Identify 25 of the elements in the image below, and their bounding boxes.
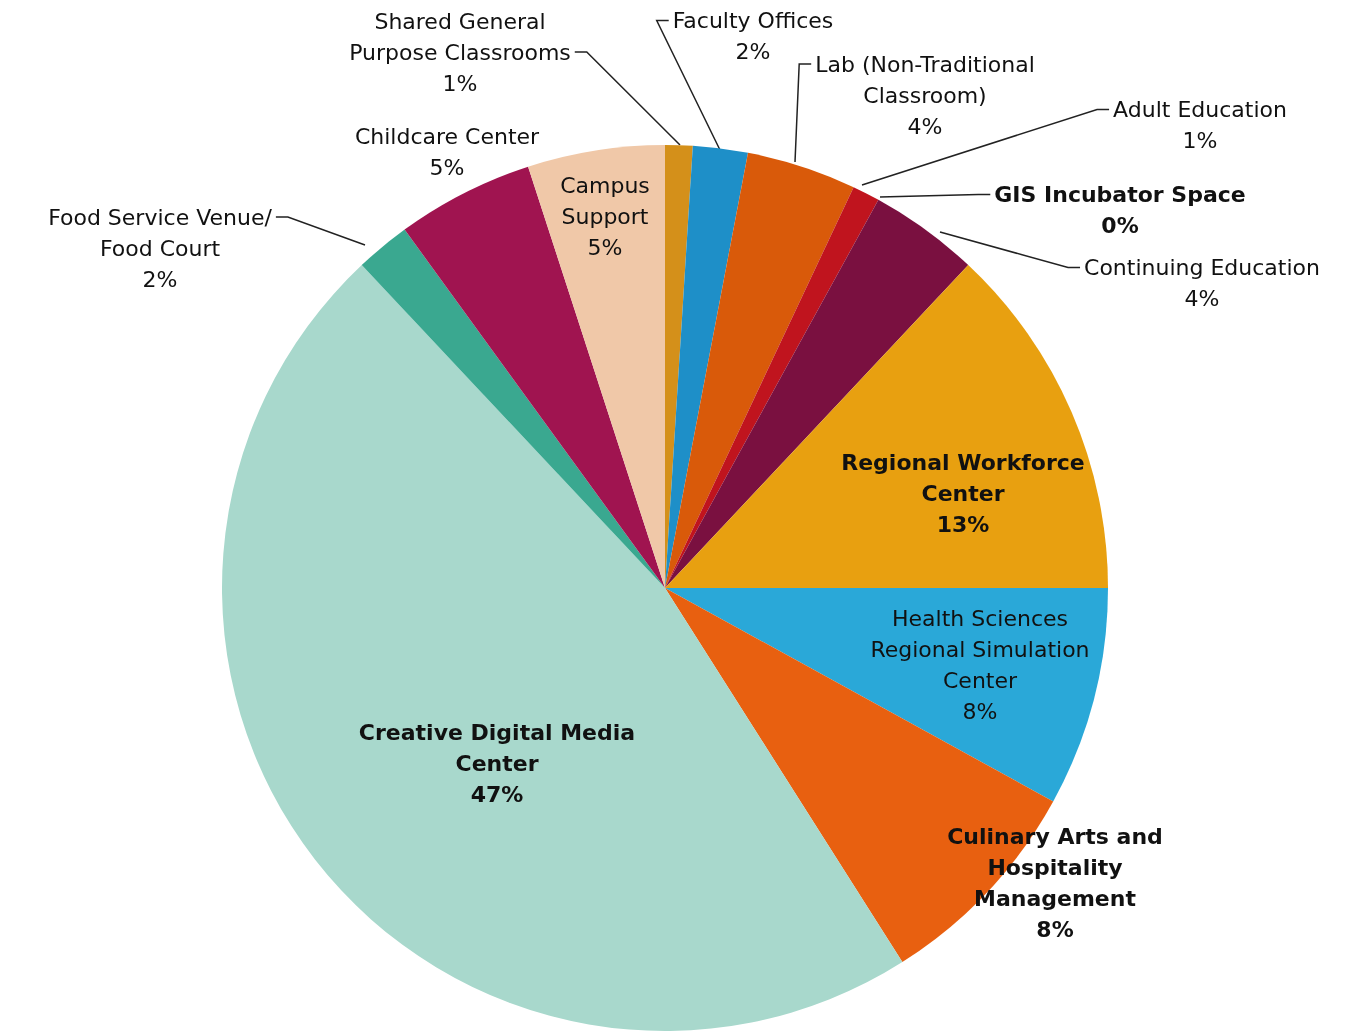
data-label: 5% xyxy=(587,234,623,260)
data-label: 5% xyxy=(429,155,465,180)
slice-label: Food Service Venue/ Food Court xyxy=(48,204,273,261)
data-label: 2% xyxy=(735,39,771,64)
slice-label: Faculty Offices xyxy=(672,8,834,33)
data-label: 1% xyxy=(442,70,478,96)
slice-label: Continuing Education xyxy=(1084,255,1320,280)
data-label: 4% xyxy=(1184,286,1220,311)
slice-label: Childcare Center xyxy=(354,124,541,149)
data-label: 8% xyxy=(962,699,998,724)
slice-label: Shared General Purpose Classrooms xyxy=(349,8,571,65)
slice-label: Health Sciences Regional Simulation Center xyxy=(870,606,1090,693)
text: 0% xyxy=(1101,213,1139,238)
data-label: 47% xyxy=(470,781,524,807)
slice-label: Campus Support xyxy=(560,172,650,229)
slice-label: Lab (Non-Traditional Classroom) xyxy=(815,51,1035,108)
slice-label: Creative Digital Media Center xyxy=(358,719,636,776)
data-label: 4% xyxy=(907,113,943,139)
data-label: 2% xyxy=(142,266,178,292)
slice-label: Regional Workforce Center xyxy=(841,449,1085,506)
data-label: 13% xyxy=(936,511,990,537)
category-label: GIS Incubator Space xyxy=(994,182,1246,207)
data-label: 8% xyxy=(1036,917,1074,942)
data-label: 1% xyxy=(1182,128,1218,153)
slice-label: Adult Education xyxy=(1113,97,1287,122)
